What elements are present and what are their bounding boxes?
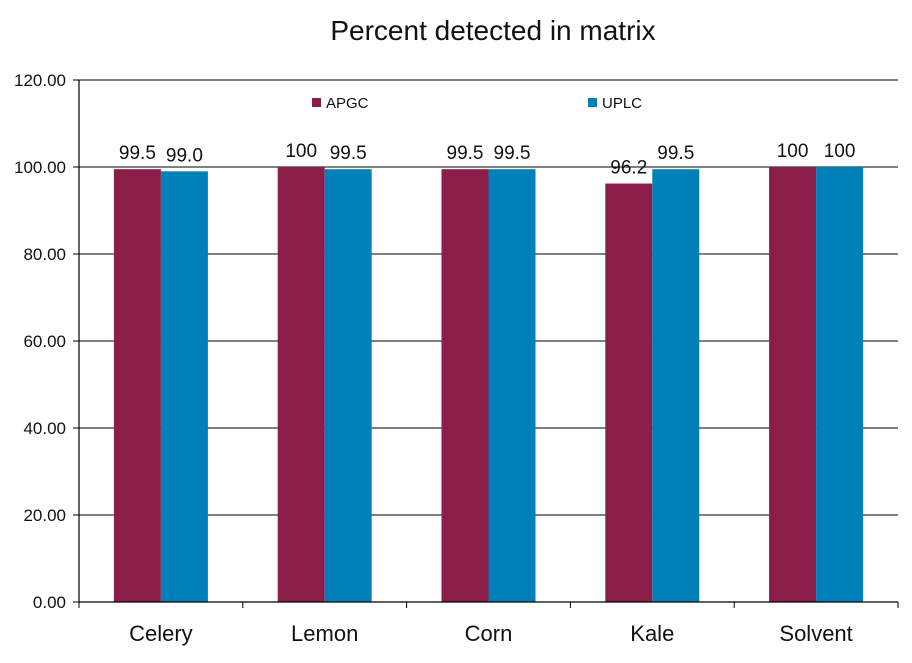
legend-swatch [588, 98, 597, 107]
legend-label: UPLC [602, 95, 642, 112]
data-label: 99.5 [447, 143, 484, 164]
y-tick-label: 80.00 [23, 245, 66, 264]
bar-apgc-celery [113, 169, 161, 603]
legend-swatch [312, 98, 321, 107]
legend-label: APGC [326, 95, 369, 112]
data-label: 99.0 [166, 145, 203, 166]
bar-uplc-solvent [816, 167, 864, 602]
axis-layer: 0.00 20.00 40.00 60.00 80.00 100.00 120.00 Cele… [14, 71, 899, 646]
y-tick-label: 0.00 [33, 593, 66, 612]
x-tick-label: Corn [465, 621, 513, 646]
data-label: 96.2 [610, 158, 647, 179]
y-tick-label: 100.00 [14, 158, 66, 177]
legend: APGC UPLC [312, 95, 642, 112]
data-label: 100 [824, 141, 856, 162]
bar-apgc-lemon [277, 167, 325, 602]
bar-uplc-celery [160, 171, 208, 602]
bar-uplc-corn [488, 169, 536, 603]
data-label: 99.5 [657, 143, 694, 164]
data-label: 99.5 [330, 143, 367, 164]
data-label: 100 [777, 141, 809, 162]
bar-apgc-kale [605, 183, 653, 602]
y-tick-label: 120.00 [14, 71, 66, 90]
bar-apgc-solvent [769, 167, 817, 602]
data-label: 99.5 [494, 143, 531, 164]
bar-uplc-kale [652, 169, 700, 603]
chart-title: Percent detected in matrix [330, 15, 655, 46]
data-label: 99.5 [119, 143, 156, 164]
data-label: 100 [285, 141, 317, 162]
bars-layer [113, 167, 864, 603]
bar-apgc-corn [441, 169, 489, 603]
y-tick-label: 20.00 [23, 506, 66, 525]
x-tick-label: Kale [630, 621, 674, 646]
y-tick-label: 40.00 [23, 419, 66, 438]
x-tick-label: Lemon [291, 621, 358, 646]
bar-uplc-lemon [324, 169, 372, 603]
data-labels-layer: 99.5 99.0 100 99.5 99.5 99.5 96.2 99.5 100 100 [119, 141, 856, 179]
y-tick-label: 60.00 [23, 332, 66, 351]
x-tick-label: Solvent [779, 621, 852, 646]
x-tick-label: Celery [129, 621, 193, 646]
